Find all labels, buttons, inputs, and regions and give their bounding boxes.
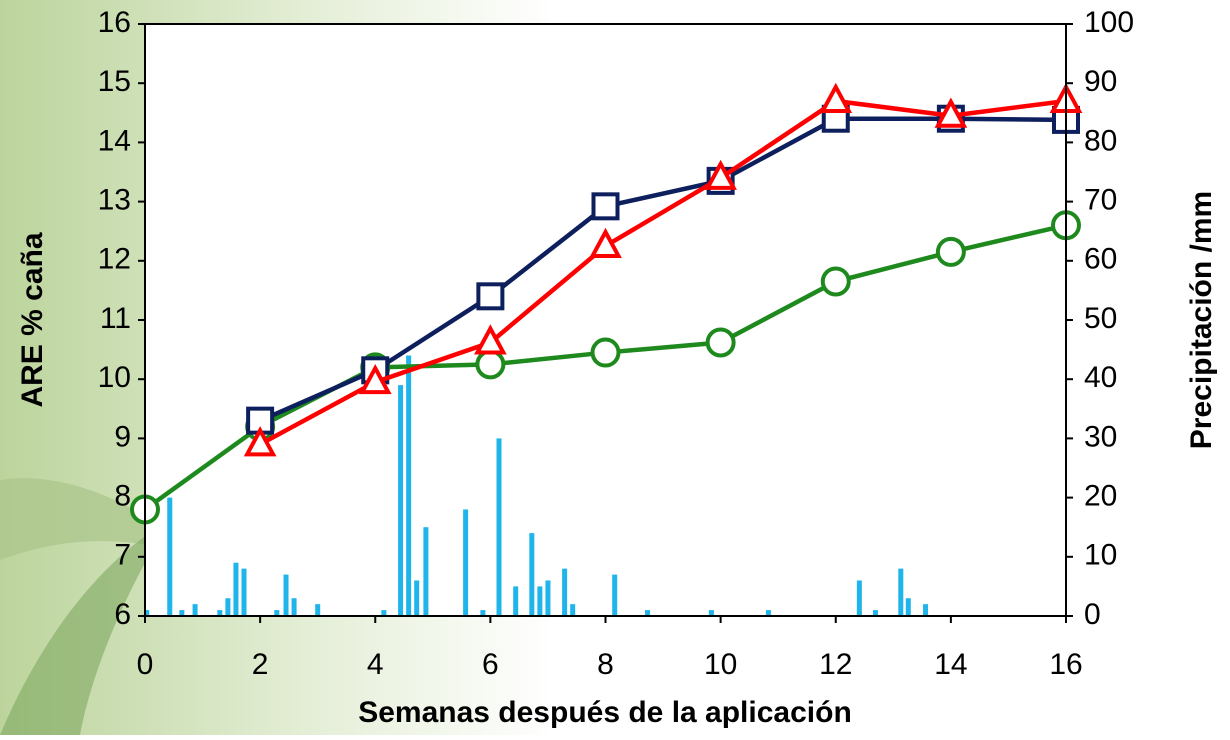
marker bbox=[590, 337, 621, 368]
marker bbox=[820, 266, 851, 297]
marker bbox=[589, 227, 622, 258]
y-tick-label: 12 bbox=[98, 243, 131, 276]
precipitation-bar bbox=[179, 610, 185, 616]
y-tick-label: 15 bbox=[98, 65, 131, 98]
precipitation-bar bbox=[233, 562, 239, 616]
precipitation-bar bbox=[291, 598, 297, 616]
precipitation-bar bbox=[529, 533, 535, 616]
marker bbox=[358, 363, 392, 395]
series-line bbox=[259, 98, 1067, 447]
y-tick-label: 16 bbox=[98, 6, 131, 39]
precipitation-bar bbox=[480, 610, 486, 616]
precipitation-bar bbox=[274, 610, 280, 616]
marker bbox=[246, 406, 275, 435]
precipitation-bar bbox=[513, 586, 519, 616]
precipitation-bar bbox=[923, 604, 929, 616]
marker bbox=[474, 324, 507, 355]
plot-border bbox=[144, 23, 1067, 617]
precipitation-bar bbox=[872, 610, 878, 616]
precipitation-bar bbox=[496, 438, 502, 616]
series-line bbox=[259, 116, 1067, 423]
precipitation-bar bbox=[537, 586, 543, 616]
y-axis-title: ARE % caña bbox=[16, 232, 49, 407]
precipitation-bar bbox=[167, 497, 173, 616]
y2-tick-label: 30 bbox=[1084, 420, 1117, 453]
y2-tick-label: 60 bbox=[1084, 243, 1117, 276]
y-tick-label: 9 bbox=[114, 420, 131, 453]
x-tick-label: 6 bbox=[482, 648, 499, 681]
y2-tick-label: 40 bbox=[1084, 361, 1117, 394]
precipitation-bar bbox=[192, 604, 198, 616]
y-tick-label: 11 bbox=[100, 302, 131, 335]
x-tick-label: 8 bbox=[597, 648, 614, 681]
x-tick-label: 10 bbox=[704, 648, 737, 681]
precipitation-bar bbox=[765, 610, 771, 616]
y-tick-label: 10 bbox=[98, 361, 131, 394]
y2-tick-label: 90 bbox=[1084, 65, 1117, 98]
precipitation-bar bbox=[570, 604, 576, 616]
y-tick-label: 7 bbox=[114, 539, 131, 572]
y2-tick-label: 100 bbox=[1084, 6, 1134, 39]
precipitation-bar bbox=[241, 568, 247, 616]
leaf-decoration bbox=[0, 520, 170, 735]
y2-tick-label: 70 bbox=[1084, 184, 1117, 217]
marker bbox=[476, 282, 505, 311]
precipitation-bar bbox=[612, 574, 618, 616]
precipitation-bar bbox=[562, 568, 568, 616]
precipitation-bar bbox=[406, 355, 412, 616]
precipitation-bar bbox=[463, 509, 469, 616]
precipitation-bar bbox=[217, 610, 223, 616]
x-tick-label: 0 bbox=[137, 648, 154, 681]
y2-tick-label: 0 bbox=[1084, 598, 1101, 631]
y2-tick-label: 80 bbox=[1084, 124, 1117, 157]
precipitation-bar bbox=[414, 580, 420, 616]
precipitation-bar bbox=[645, 610, 651, 616]
y2-axis-title: Precipitación /mm bbox=[1185, 191, 1218, 449]
precipitation-bar bbox=[905, 598, 911, 616]
x-axis-title: Semanas después de la aplicación bbox=[358, 696, 852, 729]
precipitation-bar bbox=[398, 385, 404, 616]
precipitation-bar bbox=[856, 580, 862, 616]
marker bbox=[705, 327, 736, 358]
marker bbox=[475, 349, 506, 380]
y-tick-label: 14 bbox=[98, 124, 131, 157]
x-tick-label: 14 bbox=[934, 648, 967, 681]
y2-tick-label: 10 bbox=[1084, 539, 1117, 572]
marker bbox=[935, 236, 966, 267]
marker bbox=[591, 192, 620, 221]
precipitation-bar bbox=[283, 574, 289, 616]
precipitation-bar bbox=[315, 604, 321, 616]
precipitation-bar bbox=[144, 610, 150, 616]
precipitation-bar bbox=[898, 568, 904, 616]
y2-tick-label: 50 bbox=[1084, 302, 1117, 335]
precipitation-bar bbox=[708, 610, 714, 616]
x-tick-label: 2 bbox=[252, 648, 269, 681]
plot-area bbox=[145, 24, 1066, 616]
marker bbox=[819, 82, 853, 113]
x-tick-label: 4 bbox=[367, 648, 384, 681]
x-tick-label: 12 bbox=[819, 648, 852, 681]
y-tick-label: 6 bbox=[114, 598, 131, 631]
marker bbox=[704, 159, 737, 190]
marker bbox=[243, 426, 277, 457]
x-tick-label: 16 bbox=[1049, 648, 1082, 681]
y-tick-label: 13 bbox=[98, 184, 131, 217]
precipitation-bar bbox=[381, 610, 387, 616]
y-tick-label: 8 bbox=[114, 480, 131, 513]
precipitation-bar bbox=[545, 580, 551, 616]
y2-tick-label: 20 bbox=[1084, 480, 1117, 513]
marker bbox=[934, 97, 968, 128]
precipitation-bar bbox=[423, 527, 429, 616]
precipitation-bar bbox=[225, 598, 231, 616]
